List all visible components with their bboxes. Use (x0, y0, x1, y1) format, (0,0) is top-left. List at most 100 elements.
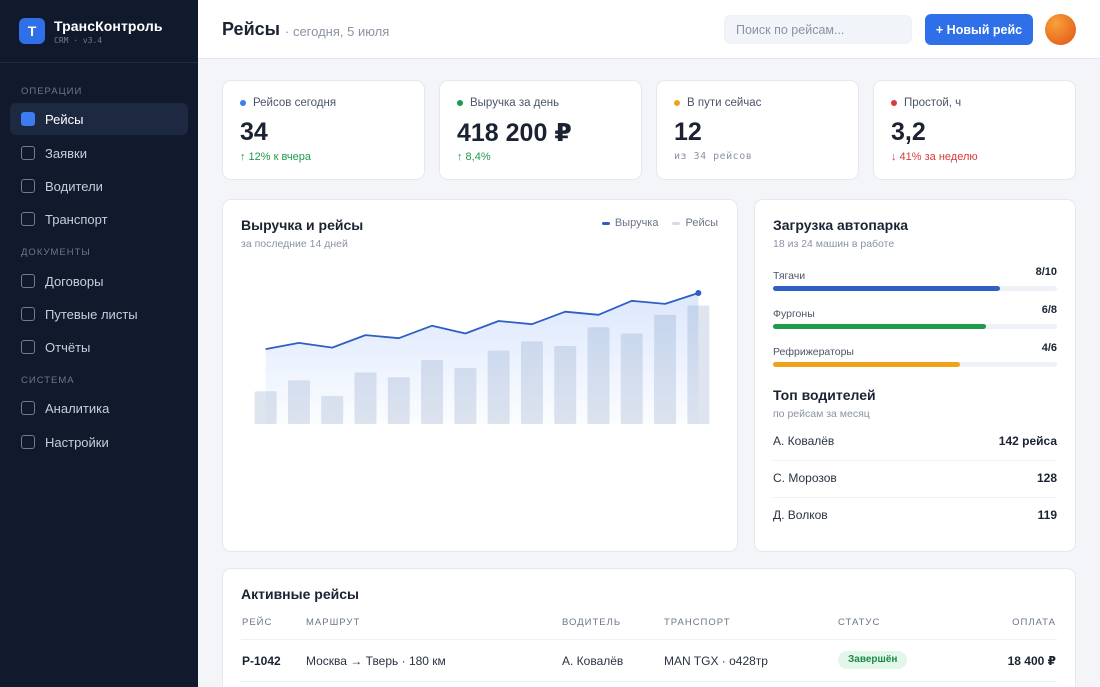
trip-id: Р-1042 (242, 654, 281, 668)
sidebar-item-contracts[interactable]: Договоры (10, 265, 188, 297)
progress-track (773, 324, 1057, 329)
status-dot (457, 100, 463, 106)
kpi-card-trips-today: Рейсов сегодня 34 ↑ 12% к вчера (222, 80, 425, 180)
sidebar-item-transport[interactable]: Транспорт (10, 203, 188, 235)
sidebar-item-label: Транспорт (45, 211, 108, 227)
driver-row[interactable]: С. Морозов 128 (773, 461, 1057, 498)
legend-swatch (601, 221, 610, 225)
legend-label: Выручка (614, 217, 659, 229)
fleet-value: 6/8 (1041, 304, 1057, 316)
top-header: Рейсы · сегодня, 5 июля + Новый рейс (198, 0, 1100, 59)
column-header-route[interactable]: Маршрут (306, 617, 361, 628)
brand: T ТрансКонтроль CRM · v3.4 (0, 0, 198, 63)
revenue-chart-card: Выручка и рейсы за последние 14 дней Выр… (222, 199, 738, 552)
sidebar-item-reports[interactable]: Отчёты (10, 331, 188, 363)
kpi-label: В пути сейчас (687, 97, 762, 109)
column-header-vehicle[interactable]: Транспорт (664, 617, 731, 628)
trip-vehicle: MAN TGX · о428тр (664, 654, 768, 668)
section-label-operations: Операции (21, 86, 83, 97)
trips-title: Активные рейсы (241, 586, 359, 602)
search-input[interactable] (724, 15, 912, 44)
checkbox-icon (21, 435, 35, 449)
sidebar-item-settings[interactable]: Настройки (10, 426, 188, 458)
sidebar-item-requests[interactable]: Заявки (10, 137, 188, 169)
progress-fill (773, 286, 1001, 291)
progress-fill (773, 324, 986, 329)
legend-item-trips[interactable]: Рейсы (672, 217, 718, 229)
kpi-card-idle: Простой, ч 3,2 ↓ 41% за неделю (873, 80, 1076, 180)
progress-track (773, 362, 1057, 367)
status-dot (240, 100, 246, 106)
kpi-card-in-transit: В пути сейчас 12 из 34 рейсов (656, 80, 859, 180)
driver-trips: 142 рейса (998, 434, 1057, 448)
trip-route: Москва → Тверь · 180 км (306, 654, 446, 668)
driver-name: А. Ковалёв (773, 434, 835, 448)
chart-subtitle: за последние 14 дней (241, 238, 348, 250)
kpi-label: Простой, ч (904, 97, 962, 109)
kpi-card-revenue: Выручка за день 418 200 ₽ ↑ 8,4% (439, 80, 642, 180)
sidebar-item-label: Заявки (45, 145, 87, 161)
driver-name: Д. Волков (773, 508, 828, 522)
revenue-line (265, 292, 699, 350)
app-version: CRM · v3.4 (54, 35, 103, 45)
sidebar-item-label: Путевые листы (45, 306, 138, 322)
fleet-row-reefers: Рефрижераторы 4/6 (773, 342, 1057, 367)
revenue-point[interactable] (695, 289, 702, 296)
revenue-area (265, 293, 699, 424)
kpi-delta: ↑ 8,4% (457, 151, 491, 163)
fleet-name: Фургоны (773, 308, 815, 320)
legend-label: Рейсы (685, 217, 718, 229)
kpi-value: 3,2 (891, 118, 926, 146)
sidebar-item-drivers[interactable]: Водители (10, 170, 188, 202)
status-dot (891, 100, 897, 106)
kpi-label: Выручка за день (470, 97, 560, 109)
legend-item-revenue[interactable]: Выручка (601, 217, 659, 229)
page-date: · сегодня, 5 июля (285, 24, 390, 39)
kpi-value: 418 200 ₽ (457, 119, 572, 147)
revenue-trips-chart (254, 289, 710, 424)
driver-row[interactable]: А. Ковалёв 142 рейса (773, 424, 1057, 461)
column-header-driver[interactable]: Водитель (562, 617, 622, 628)
trip-driver: А. Ковалёв (562, 654, 624, 668)
kpi-label: Рейсов сегодня (253, 97, 337, 109)
fleet-value: 4/6 (1041, 342, 1057, 354)
fleet-card: Загрузка автопарка 18 из 24 машин в рабо… (754, 199, 1076, 552)
avatar[interactable] (1045, 14, 1076, 45)
sidebar-item-waybills[interactable]: Путевые листы (10, 298, 188, 330)
sidebar-item-trips[interactable]: Рейсы (10, 103, 188, 135)
drivers-title: Топ водителей (773, 387, 876, 403)
checkbox-icon (21, 401, 35, 415)
row-divider (241, 681, 1057, 682)
fleet-row-vans: Фургоны 6/8 (773, 304, 1057, 329)
chart-legend: Выручка Рейсы (588, 217, 718, 229)
fleet-row-tractors: Тягачи 8/10 (773, 266, 1057, 291)
column-header-payment[interactable]: Оплата (1012, 617, 1056, 628)
progress-track (773, 286, 1057, 291)
column-header-status[interactable]: Статус (838, 617, 881, 628)
kpi-value: 12 (674, 118, 702, 146)
section-label-documents: Документы (21, 247, 91, 258)
fleet-name: Тягачи (773, 270, 806, 282)
new-trip-button[interactable]: + Новый рейс (925, 14, 1033, 45)
checkbox-icon (21, 179, 35, 193)
progress-fill (773, 362, 961, 367)
fleet-title: Загрузка автопарка (773, 217, 909, 233)
fleet-name: Рефрижераторы (773, 346, 854, 358)
status-dot (674, 100, 680, 106)
kpi-delta: ↑ 12% к вчера (240, 151, 311, 163)
sidebar-item-label: Рейсы (45, 111, 84, 127)
header-divider (241, 639, 1057, 640)
driver-row[interactable]: Д. Волков 119 (773, 498, 1057, 535)
sidebar-item-label: Настройки (45, 434, 109, 450)
sidebar-item-label: Договоры (45, 273, 104, 289)
sidebar-item-analytics[interactable]: Аналитика (10, 392, 188, 424)
sidebar-item-label: Водители (45, 178, 103, 194)
legend-swatch (672, 221, 681, 225)
drivers-subtitle: по рейсам за месяц (773, 408, 870, 420)
column-header-trip[interactable]: Рейс (242, 617, 273, 628)
fleet-subtitle: 18 из 24 машин в работе (773, 238, 895, 250)
checkbox-icon (21, 146, 35, 160)
sidebar: T ТрансКонтроль CRM · v3.4 Операции Рейс… (0, 0, 198, 687)
sidebar-item-label: Аналитика (45, 400, 110, 416)
kpi-delta: из 34 рейсов (674, 151, 753, 162)
